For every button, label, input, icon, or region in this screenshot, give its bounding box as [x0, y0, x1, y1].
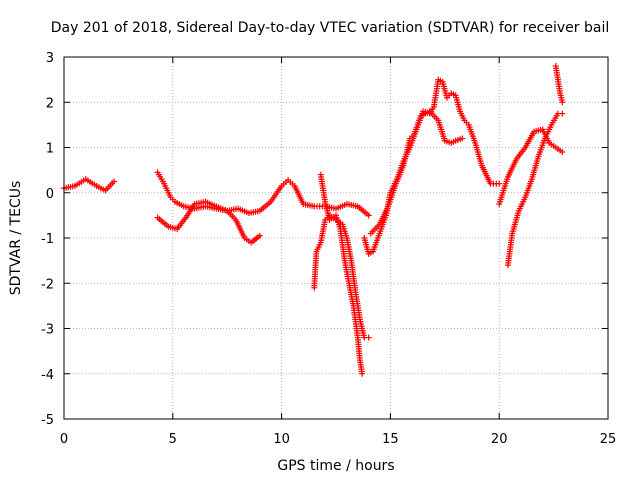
y-tick-label: 1 [46, 142, 54, 157]
x-tick-label: 5 [169, 432, 177, 447]
x-tick-label: 15 [382, 432, 399, 447]
x-tick-label: 25 [600, 432, 617, 447]
y-tick-label: -4 [41, 368, 54, 383]
y-tick-label: -1 [41, 232, 54, 247]
data-point [559, 149, 566, 156]
data-point [365, 212, 372, 219]
data-point [496, 180, 503, 187]
x-tick-label: 20 [491, 432, 508, 447]
y-tick-label: 2 [46, 96, 54, 111]
data-point [459, 135, 466, 142]
data-point [359, 370, 366, 377]
plot-frame [63, 56, 609, 420]
data-points [61, 63, 566, 377]
data-point [559, 110, 566, 117]
grid [64, 57, 608, 419]
x-tick-label: 0 [60, 432, 68, 447]
y-axis-title: SDTVAR / TECUs [8, 181, 24, 296]
data-point [365, 334, 372, 341]
x-tick-label: 10 [273, 432, 290, 447]
y-tick-label: 3 [46, 51, 54, 66]
y-tick-label: -2 [41, 277, 54, 292]
chart-title: Day 201 of 2018, Sidereal Day-to-day VTE… [51, 20, 609, 36]
data-point [111, 178, 118, 185]
y-tick-label: -3 [41, 323, 54, 338]
y-tick-label: -5 [41, 413, 54, 428]
y-tick-label: 0 [46, 187, 54, 202]
data-point [559, 99, 566, 106]
x-axis-title: GPS time / hours [277, 458, 394, 474]
data-point [256, 232, 263, 239]
